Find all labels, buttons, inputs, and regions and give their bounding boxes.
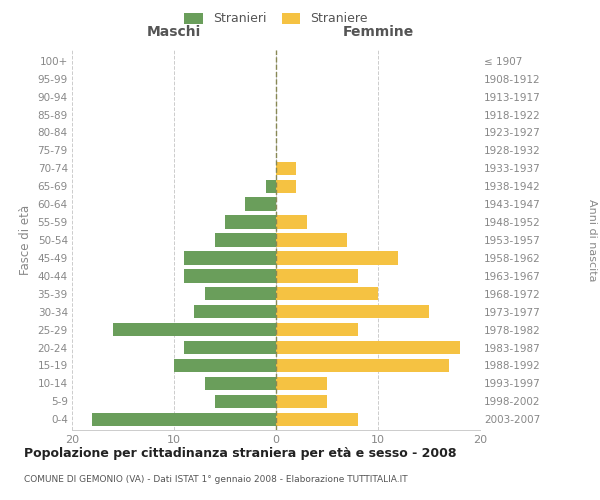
- Bar: [276, 412, 358, 426]
- Bar: [276, 162, 296, 175]
- Legend: Stranieri, Straniere: Stranieri, Straniere: [181, 8, 371, 29]
- Bar: [205, 376, 276, 390]
- Bar: [276, 376, 327, 390]
- Bar: [276, 234, 347, 246]
- Bar: [276, 341, 460, 354]
- Bar: [276, 269, 358, 282]
- Bar: [276, 251, 398, 264]
- Bar: [215, 234, 276, 246]
- Bar: [174, 359, 276, 372]
- Y-axis label: Fasce di età: Fasce di età: [19, 205, 32, 275]
- Bar: [205, 287, 276, 300]
- Bar: [113, 323, 276, 336]
- Bar: [215, 394, 276, 408]
- Bar: [184, 251, 276, 264]
- Bar: [92, 412, 276, 426]
- Bar: [276, 216, 307, 229]
- Text: COMUNE DI GEMONIO (VA) - Dati ISTAT 1° gennaio 2008 - Elaborazione TUTTITALIA.IT: COMUNE DI GEMONIO (VA) - Dati ISTAT 1° g…: [24, 476, 407, 484]
- Bar: [276, 287, 378, 300]
- Bar: [276, 359, 449, 372]
- Text: Popolazione per cittadinanza straniera per età e sesso - 2008: Popolazione per cittadinanza straniera p…: [24, 448, 457, 460]
- Bar: [276, 394, 327, 408]
- Bar: [266, 180, 276, 193]
- Bar: [276, 323, 358, 336]
- Text: Femmine: Femmine: [343, 25, 413, 39]
- Bar: [276, 305, 429, 318]
- Text: Anni di nascita: Anni di nascita: [587, 198, 597, 281]
- Bar: [184, 269, 276, 282]
- Text: Maschi: Maschi: [147, 25, 201, 39]
- Bar: [225, 216, 276, 229]
- Bar: [184, 341, 276, 354]
- Bar: [245, 198, 276, 211]
- Bar: [276, 180, 296, 193]
- Bar: [194, 305, 276, 318]
